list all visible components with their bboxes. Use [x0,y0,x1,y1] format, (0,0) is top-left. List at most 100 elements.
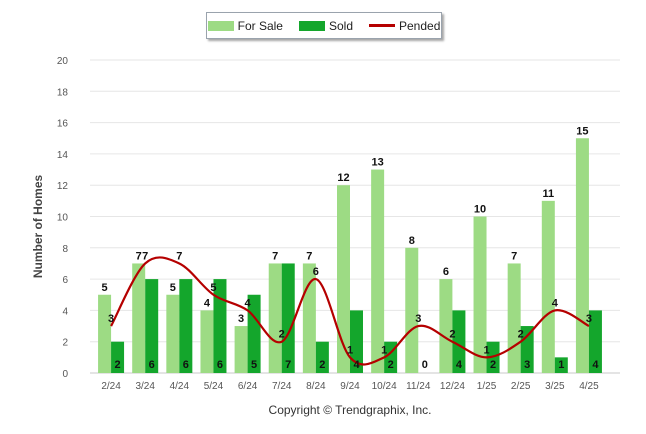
pended-line [110,256,590,366]
pended-swatch [369,24,395,27]
sold-data-label: 0 [422,359,428,371]
for-sale-bar [371,169,385,373]
x-tick-label: 6/24 [238,381,258,392]
y-tick-label: 10 [57,213,69,224]
sold-data-label: 2 [319,359,325,371]
sold-bar [554,357,568,373]
legend: For Sale Sold Pended [206,12,442,39]
sold-data-label: 7 [285,359,291,371]
sold-data-label: 6 [217,359,223,371]
y-tick-label: 2 [62,338,68,349]
x-tick-label: 12/24 [440,381,465,392]
for-sale-data-label: 6 [443,266,449,278]
for-sale-bar [268,263,282,373]
pended-data-label: 2 [279,329,285,341]
sold-bar [281,263,295,373]
x-tick-label: 8/24 [306,381,326,392]
pended-data-label: 1 [381,344,387,356]
pended-data-label: 2 [449,329,455,341]
sold-bar [111,341,125,373]
x-tick-label: 4/25 [579,381,599,392]
sold-data-label: 2 [115,359,121,371]
y-tick-label: 4 [62,306,68,317]
for-sale-data-label: 10 [474,204,486,216]
pended-data-label: 3 [415,313,421,325]
for-sale-bar [575,138,589,373]
sold-data-label: 2 [388,359,394,371]
y-tick-label: 18 [57,87,69,98]
for-sale-data-label: 3 [238,313,244,325]
x-tick-label: 9/24 [340,381,360,392]
y-tick-label: 0 [62,369,68,380]
for-sale-data-label: 12 [337,172,349,184]
y-tick-label: 20 [57,56,69,67]
legend-pended-label: Pended [399,18,441,33]
y-tick-label: 14 [57,150,69,161]
y-tick-label: 6 [62,275,68,286]
sold-data-label: 4 [456,359,463,371]
pended-data-label: 3 [108,313,114,325]
pended-data-label: 7 [142,250,148,262]
pended-data-label: 4 [552,297,559,309]
pended-data-label: 2 [518,329,524,341]
pended-data-label: 6 [313,266,319,278]
y-tick-label: 8 [62,244,68,255]
x-tick-label: 2/25 [511,381,531,392]
for-sale-bar [507,263,521,373]
for-sale-data-label: 7 [136,250,142,262]
for-sale-bar [234,326,248,373]
x-tick-label: 3/24 [135,381,155,392]
sold-data-label: 6 [149,359,155,371]
x-tick-label: 3/25 [545,381,565,392]
x-tick-label: 4/24 [170,381,190,392]
x-tick-label: 7/24 [272,381,292,392]
sold-data-label: 5 [251,359,257,371]
pended-data-label: 4 [245,297,252,309]
legend-item-for-sale: For Sale [207,18,283,33]
for-sale-swatch [207,20,234,31]
for-sale-data-label: 7 [306,250,312,262]
sold-data-label: 4 [592,359,599,371]
for-sale-bar [405,247,419,373]
x-tick-label: 2/24 [101,381,121,392]
for-sale-data-label: 11 [542,188,554,200]
for-sale-data-label: 15 [576,125,588,137]
for-sale-bar [200,310,214,373]
sold-bar [350,310,363,373]
legend-sold-label: Sold [328,18,353,33]
for-sale-bar [166,294,180,373]
for-sale-data-label: 5 [170,282,176,294]
for-sale-data-label: 7 [511,250,517,262]
for-sale-bar [337,185,350,373]
copyright-text: Copyright © Trendgraphix, Inc. [268,403,432,417]
for-sale-bar [98,294,112,373]
pended-data-label: 3 [586,313,592,325]
for-sale-data-label: 4 [204,297,211,309]
pended-data-label: 7 [176,250,182,262]
sold-data-label: 2 [490,359,496,371]
sold-data-label: 3 [524,359,530,371]
pended-data-label: 1 [483,344,489,356]
for-sale-bar [132,263,146,373]
sold-bar [588,310,602,373]
sold-data-label: 4 [353,359,360,371]
for-sale-data-label: 13 [372,157,384,169]
for-sale-data-label: 7 [272,250,278,262]
legend-item-pended: Pended [369,19,440,33]
sold-bar [315,341,329,373]
for-sale-bar [439,279,453,373]
pended-data-label: 1 [347,344,353,356]
for-sale-bar [541,200,555,373]
pended-data-label: 5 [210,282,216,294]
for-sale-bar [473,216,487,373]
sold-bar [213,279,227,373]
legend-item-sold: Sold [298,18,353,33]
legend-for-sale-label: For Sale [237,18,283,33]
y-tick-label: 12 [57,181,69,192]
x-tick-label: 10/24 [372,381,397,392]
for-sale-data-label: 5 [102,282,108,294]
sold-bar [179,279,193,373]
sold-bar [452,310,466,373]
x-tick-label: 1/25 [477,381,497,392]
